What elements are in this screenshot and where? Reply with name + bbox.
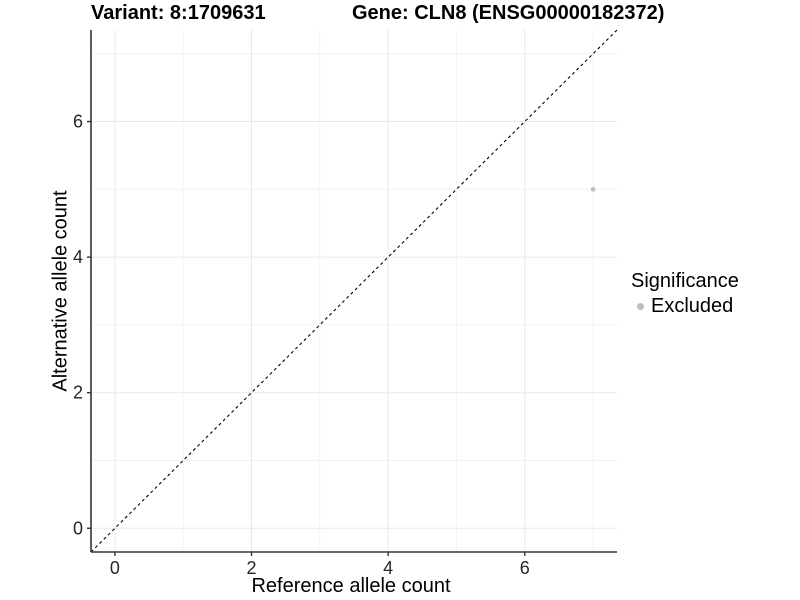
x-tick-label: 4 — [383, 558, 393, 578]
x-tick-label: 6 — [520, 558, 530, 578]
legend-point-icon — [631, 298, 649, 316]
legend-title: Significance — [631, 270, 739, 292]
legend-entry-label: Excluded — [651, 295, 734, 317]
x-axis-title: Reference allele count — [251, 575, 451, 597]
y-tick-label: 2 — [73, 383, 83, 403]
plot-title-variant: Variant: 8:1709631 — [91, 2, 266, 24]
plot-panel — [91, 30, 617, 552]
legend-key-dot — [636, 303, 644, 310]
data-point — [590, 187, 596, 192]
y-axis-title: Alternative allele count — [49, 190, 72, 392]
y-tick-label: 0 — [73, 518, 83, 538]
x-tick-label: 0 — [110, 558, 120, 578]
plot-title-gene: Gene: CLN8 (ENSG00000182372) — [352, 2, 665, 24]
legend: Significance Excluded — [631, 269, 739, 318]
y-tick-label: 4 — [73, 247, 83, 267]
y-tick-label: 6 — [73, 112, 83, 132]
x-tick-label: 2 — [247, 558, 257, 578]
legend-entry-excluded: Excluded — [631, 295, 739, 318]
